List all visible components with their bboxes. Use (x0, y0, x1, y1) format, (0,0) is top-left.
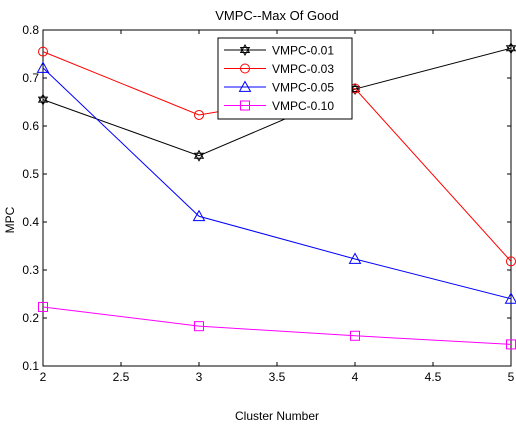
data-point (38, 46, 48, 57)
data-point (38, 301, 48, 312)
data-point (349, 83, 361, 93)
legend-marker (240, 63, 250, 74)
x-tick-label: 4.5 (425, 370, 442, 384)
x-tick-label: 2 (40, 370, 47, 384)
y-tick-label: 0.6 (22, 119, 39, 133)
y-tick-label: 0.3 (22, 263, 39, 277)
x-tick-label: 5 (508, 370, 515, 384)
legend-label: VMPC-0.01 (272, 44, 334, 58)
legend-label: VMPC-0.10 (272, 99, 334, 113)
y-tick-label: 0.8 (22, 23, 39, 37)
y-tick-label: 0.1 (22, 359, 39, 373)
data-point (193, 149, 205, 159)
legend-marker (239, 43, 251, 53)
series-line (42, 67, 512, 300)
legend-entry: VMPC-0.05 (224, 80, 334, 95)
x-tick-label: 4 (352, 370, 359, 384)
data-point (37, 96, 49, 106)
series-line (42, 47, 512, 157)
data-point (192, 209, 206, 222)
legend-marker (238, 80, 252, 92)
legend-label: VMPC-0.05 (272, 81, 334, 95)
series-VMPC-0.05 (36, 61, 516, 304)
x-axis-label: Cluster Number (235, 409, 319, 423)
data-point (194, 109, 204, 120)
legend-label: VMPC-0.03 (272, 62, 334, 76)
plot-area: 2 2.5 3 3.5 4 4.5 5 0.1 0.2 0.3 0.4 0.5 0.6 0.7 0.8 (22, 23, 516, 384)
y-tick-label: 0.5 (22, 167, 39, 181)
y-tick-label: 0.7 (22, 71, 39, 85)
x-tick-label: 3 (196, 370, 203, 384)
legend-marker (240, 100, 250, 111)
series-VMPC-0.10 (38, 301, 516, 350)
x-tick-label: 2.5 (113, 370, 130, 384)
data-point (505, 45, 516, 55)
legend-entry: VMPC-0.03 (224, 62, 334, 76)
y-tick-label: 0.4 (22, 215, 39, 229)
x-tick-label: 3.5 (269, 370, 286, 384)
y-tick-label: 0.2 (22, 311, 39, 325)
legend: VMPC-0.01 VMPC-0.03 VMPC-0.05 VMPC-0.10 (217, 37, 353, 120)
data-point (348, 252, 362, 264)
chart-title: VMPC--Max Of Good (215, 8, 339, 23)
legend-marker (239, 47, 251, 57)
data-point (504, 292, 516, 304)
series-VMPC-0.01 (37, 42, 516, 162)
data-point (193, 152, 205, 162)
legend-entry: VMPC-0.01 (224, 44, 334, 58)
series-line (42, 306, 512, 345)
data-point (36, 61, 50, 73)
data-point (194, 321, 204, 332)
data-point (505, 42, 516, 52)
data-point (350, 330, 360, 341)
data-point (37, 93, 49, 103)
y-axis-label: MPC (3, 206, 17, 233)
legend-entry: VMPC-0.10 (224, 99, 334, 113)
